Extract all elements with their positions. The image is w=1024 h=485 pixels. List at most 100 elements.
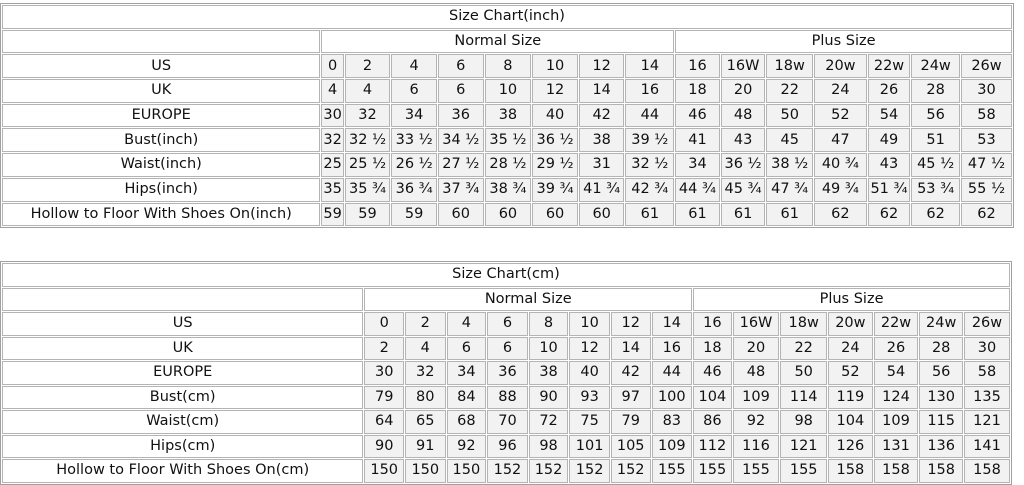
size-value-cell: 52 xyxy=(828,361,873,385)
size-value-cell: 10 xyxy=(484,79,532,103)
row-label: Hollow to Floor With Shoes On(inch) xyxy=(2,202,321,227)
size-value-cell: 92 xyxy=(732,410,780,434)
size-value-cell: 53 ¾ xyxy=(911,177,960,202)
size-value-cell: 4 xyxy=(446,312,487,336)
size-value-cell: 38 ¾ xyxy=(484,177,532,202)
size-value-cell: 72 xyxy=(528,410,569,434)
size-value-cell: 61 xyxy=(720,202,766,227)
size-value-cell: 42 xyxy=(610,361,651,385)
size-value-cell: 60 xyxy=(437,202,484,227)
title-row: Size Chart(cm) xyxy=(2,263,1010,287)
size-value-cell: 28 ½ xyxy=(484,153,532,177)
size-value-cell: 12 xyxy=(532,79,578,103)
size-value-cell: 65 xyxy=(404,410,446,434)
size-value-cell: 24 xyxy=(828,336,873,360)
size-value-cell: 109 xyxy=(873,410,919,434)
row-label: Bust(cm) xyxy=(2,385,364,409)
size-value-cell: 101 xyxy=(569,434,610,458)
size-value-cell: 36 ½ xyxy=(532,128,578,153)
size-value-cell: 62 xyxy=(911,202,960,227)
size-value-cell: 6 xyxy=(391,79,437,103)
size-value-cell: 6 xyxy=(446,336,487,360)
size-value-cell: 32 ½ xyxy=(625,153,675,177)
size-value-cell: 46 xyxy=(693,361,732,385)
size-value-cell: 90 xyxy=(364,434,404,458)
size-value-cell: 61 xyxy=(675,202,720,227)
size-value-cell: 51 xyxy=(911,128,960,153)
size-value-cell: 31 xyxy=(578,153,625,177)
size-value-cell: 114 xyxy=(780,385,828,409)
size-value-cell: 30 xyxy=(321,103,344,128)
size-value-cell: 121 xyxy=(963,410,1010,434)
size-value-cell: 10 xyxy=(569,312,610,336)
size-value-cell: 44 xyxy=(625,103,675,128)
size-value-cell: 20 xyxy=(720,79,766,103)
size-value-cell: 4 xyxy=(404,336,446,360)
size-value-cell: 16W xyxy=(720,54,766,79)
size-value-cell: 40 xyxy=(569,361,610,385)
size-value-cell: 44 ¾ xyxy=(675,177,720,202)
size-value-cell: 84 xyxy=(446,385,487,409)
table-row: UK 4 4 6 6 10 12 14 16 18 20 22 24 26 28 30 xyxy=(2,79,1012,103)
size-value-cell: 12 xyxy=(578,54,625,79)
size-value-cell: 60 xyxy=(578,202,625,227)
group-row: Normal Size Plus Size xyxy=(2,287,1010,311)
size-value-cell: 24w xyxy=(919,312,963,336)
size-value-cell: 109 xyxy=(651,434,693,458)
size-value-cell: 91 xyxy=(404,434,446,458)
size-value-cell: 22w xyxy=(867,54,911,79)
size-value-cell: 32 xyxy=(321,128,344,153)
row-label: EUROPE xyxy=(2,361,364,385)
size-value-cell: 4 xyxy=(391,54,437,79)
size-value-cell: 135 xyxy=(963,385,1010,409)
size-value-cell: 4 xyxy=(321,79,344,103)
row-label: Waist(cm) xyxy=(2,410,364,434)
size-value-cell: 47 ¾ xyxy=(766,177,814,202)
size-value-cell: 16 xyxy=(651,336,693,360)
size-value-cell: 79 xyxy=(364,385,404,409)
size-value-cell: 61 xyxy=(766,202,814,227)
size-value-cell: 58 xyxy=(960,103,1012,128)
size-value-cell: 47 ½ xyxy=(960,153,1012,177)
table-row: Bust(cm) 79 80 84 88 90 93 97 100 104 109 114 119 124… xyxy=(2,385,1010,409)
row-label: UK xyxy=(2,79,321,103)
size-chart-cm-table: Size Chart(cm) Normal Size Plus Size US 0 2 4 6… xyxy=(0,261,1012,485)
size-value-cell: 59 xyxy=(344,202,391,227)
size-group-header: Plus Size xyxy=(675,29,1012,54)
size-value-cell: 96 xyxy=(487,434,528,458)
size-value-cell: 16 xyxy=(675,54,720,79)
table-row: Hips(cm) 90 91 92 96 98 101 105 109 112 116 121 126 1… xyxy=(2,434,1010,458)
size-value-cell: 50 xyxy=(780,361,828,385)
size-value-cell: 42 xyxy=(578,103,625,128)
size-value-cell: 30 xyxy=(364,361,404,385)
size-value-cell: 30 xyxy=(963,336,1010,360)
size-value-cell: 126 xyxy=(828,434,873,458)
size-value-cell: 41 ¾ xyxy=(578,177,625,202)
size-value-cell: 62 xyxy=(867,202,911,227)
size-value-cell: 59 xyxy=(321,202,344,227)
size-value-cell: 8 xyxy=(528,312,569,336)
size-value-cell: 16W xyxy=(732,312,780,336)
size-value-cell: 131 xyxy=(873,434,919,458)
size-value-cell: 61 xyxy=(625,202,675,227)
size-value-cell: 38 xyxy=(484,103,532,128)
size-value-cell: 79 xyxy=(610,410,651,434)
size-value-cell: 47 xyxy=(814,128,867,153)
size-value-cell: 18w xyxy=(766,54,814,79)
size-value-cell: 86 xyxy=(693,410,732,434)
table-row: Waist(cm) 64 65 68 70 72 75 79 83 86 92 98 104 109 115… xyxy=(2,410,1010,434)
size-value-cell: 43 xyxy=(867,153,911,177)
size-value-cell: 49 ¾ xyxy=(814,177,867,202)
row-label: Bust(inch) xyxy=(2,128,321,153)
size-value-cell: 36 ¾ xyxy=(391,177,437,202)
size-value-cell: 26 xyxy=(867,79,911,103)
size-group-header: Plus Size xyxy=(693,287,1010,311)
size-value-cell: 41 xyxy=(675,128,720,153)
size-value-cell: 62 xyxy=(960,202,1012,227)
size-value-cell: 53 xyxy=(960,128,1012,153)
size-value-cell: 104 xyxy=(828,410,873,434)
size-value-cell: 26w xyxy=(963,312,1010,336)
size-value-cell: 22 xyxy=(766,79,814,103)
size-value-cell: 115 xyxy=(919,410,963,434)
